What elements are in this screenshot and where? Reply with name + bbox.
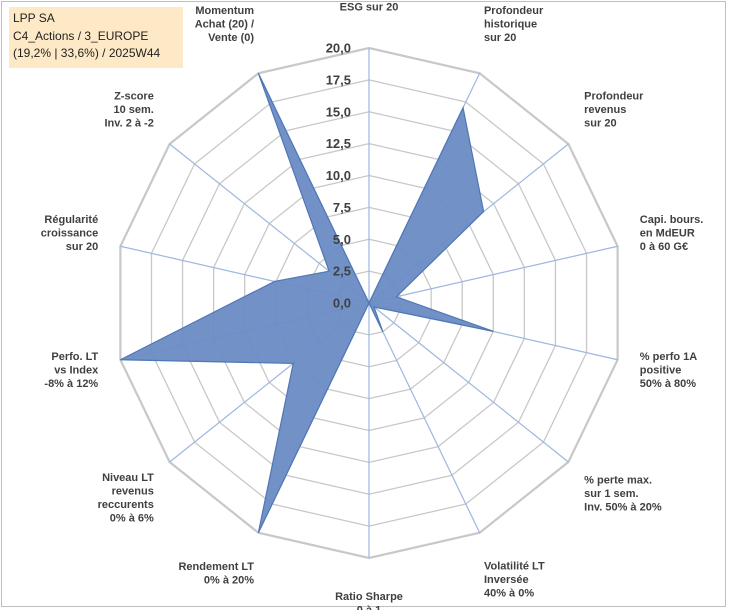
axis-label: Profondeur historique sur 20 — [484, 5, 544, 44]
spoke-5 — [368, 302, 569, 463]
radar-tick-labels: 0,0 2,5 5,0 7,5 10,0 12,5 15,0 17,5 20,0 — [326, 41, 351, 311]
axis-label: Momentum Achat (20) / Vente (0) — [195, 5, 255, 44]
tick-label: 12,5 — [326, 136, 351, 151]
tick-label: 15,0 — [326, 104, 351, 119]
axis-label: Z-score 10 sem. Inv. 2 à -2 — [105, 90, 154, 129]
axis-label: Volatilité LT Inversée 40% à 0% — [484, 560, 545, 599]
axis-label: Rendement LT 0% à 20% — [178, 561, 254, 587]
title-box: LPP SA C4_Actions / 3_EUROPE (19,2% | 33… — [9, 7, 183, 68]
title-company: LPP SA — [13, 11, 55, 25]
axis-label: % perfo 1A positive 50% à 80% — [640, 351, 698, 390]
tick-label: 17,5 — [326, 72, 351, 87]
title-stats: (19,2% | 33,6%) / 2025W44 — [13, 46, 161, 60]
tick-label: 7,5 — [333, 200, 351, 215]
axis-label: NoteESG sur 20 — [340, 0, 399, 13]
tick-label: 5,0 — [333, 232, 351, 247]
axis-label: Perfo. LT vs Index -8% à 12% — [44, 351, 99, 390]
spoke-3 — [368, 245, 618, 304]
radar-series — [120, 72, 494, 534]
axis-label: Niveau LT revenus reccurents 0% à 6% — [98, 472, 155, 525]
axis-label: Régularité croissance sur 20 — [41, 214, 98, 253]
tick-label: 20,0 — [326, 41, 351, 56]
title-category: C4_Actions / 3_EUROPE — [13, 28, 149, 43]
axis-label: Capi. bours. en MdEUR 0 à 60 G€ — [640, 214, 704, 253]
spoke-6 — [368, 302, 481, 534]
tick-label: 0,0 — [333, 296, 351, 311]
axis-label: % perte max. sur 1 sem. Inv. 50% à 20% — [584, 475, 662, 514]
tick-label: 2,5 — [333, 264, 351, 279]
axis-label: Ratio Sharpe0 à 1 — [335, 591, 403, 610]
series-area — [120, 72, 494, 534]
axis-label: Profondeur revenus sur 20 — [584, 90, 644, 129]
tick-label: 10,0 — [326, 168, 351, 183]
